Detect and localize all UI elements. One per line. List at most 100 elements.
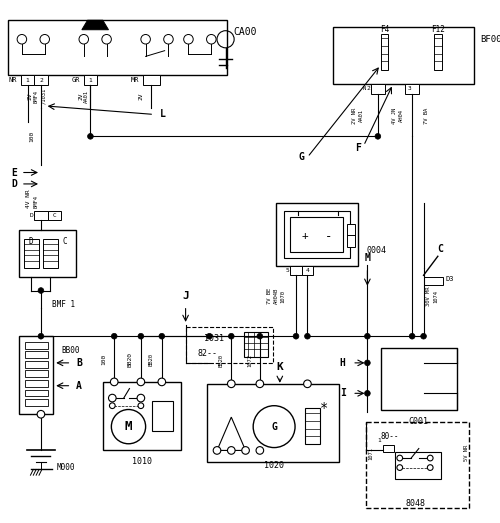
Text: 4: 4 bbox=[306, 268, 310, 273]
Circle shape bbox=[184, 35, 193, 44]
Circle shape bbox=[138, 403, 143, 408]
Text: D3: D3 bbox=[446, 276, 454, 282]
Bar bbox=[103, 382, 181, 450]
Text: M000: M000 bbox=[57, 463, 76, 472]
Text: BB20: BB20 bbox=[218, 354, 224, 367]
Circle shape bbox=[17, 35, 26, 44]
Bar bbox=[24, 351, 48, 358]
Bar bbox=[143, 75, 160, 85]
Text: AH04: AH04 bbox=[399, 109, 404, 122]
Bar bbox=[348, 224, 355, 247]
Text: AA01: AA01 bbox=[359, 109, 364, 122]
Text: 7V BE: 7V BE bbox=[267, 288, 272, 304]
Circle shape bbox=[159, 333, 164, 339]
Bar bbox=[19, 336, 54, 414]
Text: 1070: 1070 bbox=[280, 290, 285, 303]
Text: BB20: BB20 bbox=[149, 353, 154, 366]
Bar bbox=[424, 277, 442, 285]
Circle shape bbox=[304, 380, 311, 388]
Bar bbox=[24, 390, 48, 396]
Text: 100: 100 bbox=[29, 131, 34, 142]
Text: +: + bbox=[301, 231, 308, 241]
Text: 5: 5 bbox=[286, 268, 290, 273]
Bar bbox=[284, 211, 350, 258]
Text: AH04B: AH04B bbox=[274, 288, 278, 304]
Text: I: I bbox=[340, 388, 345, 399]
Circle shape bbox=[38, 333, 44, 339]
Bar bbox=[34, 211, 48, 220]
Text: F4: F4 bbox=[380, 25, 389, 34]
Text: 2: 2 bbox=[366, 86, 370, 91]
Text: BMF 1: BMF 1 bbox=[52, 300, 76, 309]
Circle shape bbox=[420, 333, 426, 339]
Text: CA00: CA00 bbox=[233, 27, 256, 37]
Circle shape bbox=[257, 333, 262, 339]
Bar bbox=[395, 452, 440, 479]
Text: 1020: 1020 bbox=[264, 461, 284, 470]
Text: H: H bbox=[340, 358, 345, 368]
Bar bbox=[333, 27, 474, 84]
Bar bbox=[406, 84, 419, 94]
Text: F12: F12 bbox=[431, 25, 445, 34]
Bar bbox=[186, 327, 273, 363]
Circle shape bbox=[428, 465, 433, 470]
Bar bbox=[8, 20, 226, 75]
Bar bbox=[380, 33, 388, 70]
Text: 7V BA: 7V BA bbox=[424, 107, 429, 123]
Circle shape bbox=[108, 394, 116, 402]
Text: G: G bbox=[299, 152, 304, 162]
Circle shape bbox=[138, 333, 143, 339]
Text: NR: NR bbox=[8, 77, 17, 83]
Circle shape bbox=[428, 455, 433, 461]
Circle shape bbox=[112, 333, 117, 339]
Text: 82--: 82-- bbox=[198, 349, 218, 358]
Bar bbox=[434, 33, 442, 70]
Circle shape bbox=[137, 394, 144, 402]
Text: 1010: 1010 bbox=[132, 457, 152, 467]
Bar bbox=[24, 361, 48, 368]
Text: BB00: BB00 bbox=[62, 346, 80, 355]
Text: 1031: 1031 bbox=[204, 334, 224, 343]
Circle shape bbox=[158, 378, 166, 385]
Bar bbox=[290, 217, 343, 252]
Circle shape bbox=[112, 410, 146, 444]
Text: -: - bbox=[324, 230, 332, 243]
Circle shape bbox=[40, 35, 50, 44]
Circle shape bbox=[364, 391, 370, 396]
Bar bbox=[304, 407, 320, 444]
Bar bbox=[302, 266, 313, 275]
Text: *: * bbox=[320, 401, 328, 415]
Text: C001: C001 bbox=[409, 417, 429, 426]
Text: 2V NR: 2V NR bbox=[352, 107, 356, 123]
Text: AA01: AA01 bbox=[84, 90, 89, 103]
Circle shape bbox=[228, 333, 234, 339]
Text: D: D bbox=[30, 213, 34, 218]
Text: 1: 1 bbox=[26, 78, 30, 83]
Text: L: L bbox=[160, 109, 166, 119]
Circle shape bbox=[110, 403, 115, 408]
Circle shape bbox=[253, 406, 295, 448]
Circle shape bbox=[364, 333, 370, 339]
Bar bbox=[382, 445, 394, 452]
Circle shape bbox=[293, 333, 299, 339]
Bar bbox=[24, 239, 39, 268]
Text: N: N bbox=[362, 86, 366, 91]
Circle shape bbox=[141, 35, 150, 44]
Circle shape bbox=[228, 380, 235, 388]
Circle shape bbox=[410, 333, 415, 339]
Text: 1074: 1074 bbox=[434, 290, 438, 303]
Bar bbox=[24, 370, 48, 377]
Text: 0004: 0004 bbox=[366, 246, 386, 255]
Bar bbox=[24, 342, 48, 349]
Text: 3: 3 bbox=[408, 86, 411, 91]
Circle shape bbox=[38, 288, 44, 293]
Text: F: F bbox=[355, 143, 361, 153]
Bar bbox=[290, 266, 302, 275]
Text: 5V NR: 5V NR bbox=[464, 445, 469, 461]
Text: BB20: BB20 bbox=[128, 351, 133, 367]
Bar bbox=[371, 84, 384, 94]
Text: 2V: 2V bbox=[138, 93, 143, 100]
Text: C: C bbox=[437, 244, 442, 254]
Text: 4V JN: 4V JN bbox=[392, 107, 398, 123]
Circle shape bbox=[110, 378, 118, 385]
